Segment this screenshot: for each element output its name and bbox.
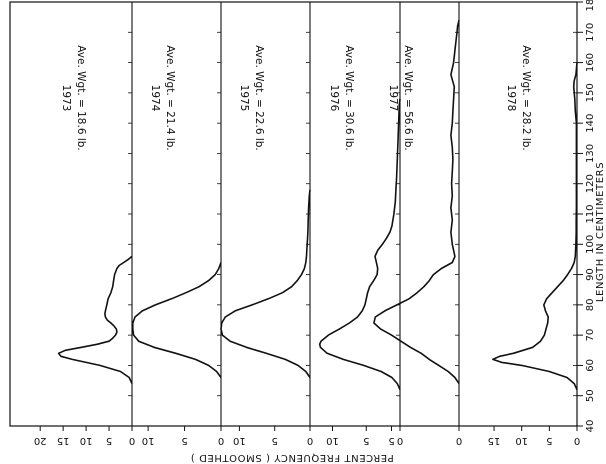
panel-year-label: 1974 [149, 85, 161, 112]
length-tick-label: 50 [585, 389, 596, 402]
length-tick-label: 140 [585, 114, 596, 133]
frequency-tick-label: 10 [142, 435, 155, 446]
frequency-tick-label: 5 [181, 435, 187, 446]
frequency-tick-label: 0 [129, 435, 135, 446]
length-axis-title: LENGTH IN CENTIMETERS [595, 162, 606, 302]
frequency-tick-label: 0 [218, 435, 224, 446]
frequency-tick-label: 5 [363, 435, 369, 446]
frequency-tick-label: 0 [397, 435, 403, 446]
panel-weight-label: Ave. Wgt. = 28.2 lb. [520, 45, 532, 151]
frequency-tick-label: 5 [106, 435, 112, 446]
length-tick-label: 70 [585, 329, 596, 342]
frequency-tick-label: 5 [388, 435, 394, 446]
panel-year-label: 1973 [60, 85, 72, 112]
length-tick-label: 130 [585, 144, 596, 163]
frequency-tick-label: 10 [326, 435, 339, 446]
frequency-tick-label: 15 [57, 435, 70, 446]
panel-weight-label: Ave. Wgt. = 22.6 lb. [253, 45, 265, 151]
length-tick-label: 160 [585, 53, 596, 72]
frequency-tick-label: 20 [34, 435, 47, 446]
frequency-tick-label: 10 [233, 435, 246, 446]
panel-weight-label: Ave. Wgt. = 18.6 lb. [75, 45, 87, 151]
panel-year-label: 1975 [238, 85, 250, 112]
panel-weight-label: Ave. Wgt. = 30.6 lb. [343, 45, 355, 151]
frequency-tick-label: 10 [80, 435, 93, 446]
frequency-tick-label: 0 [456, 435, 462, 446]
panel-year-label: 1978 [505, 85, 517, 112]
panel-year-label: 1976 [328, 85, 340, 112]
frequency-tick-label: 5 [272, 435, 278, 446]
length-tick-label: 150 [585, 83, 596, 102]
frequency-tick-label: 0 [574, 435, 580, 446]
length-tick-label: 40 [585, 420, 596, 433]
panel-year-label: 1977 [387, 85, 399, 112]
frequency-tick-label: 5 [546, 435, 552, 446]
panel-weight-label: Ave. Wgt. = 56.6 lb. [402, 45, 414, 151]
length-tick-label: 170 [585, 23, 596, 42]
frequency-tick-label: 10 [515, 435, 528, 446]
frequency-tick-label: 15 [488, 435, 501, 446]
panel-weight-label: Ave. Wgt. = 21.4 lb. [164, 45, 176, 151]
frequency-axis-title: PERCENT FREQUENCY ( SMOOTHED ) [190, 452, 394, 463]
length-tick-label: 180 [585, 0, 596, 12]
frequency-tick-label: 0 [307, 435, 313, 446]
length-tick-label: 60 [585, 359, 596, 372]
